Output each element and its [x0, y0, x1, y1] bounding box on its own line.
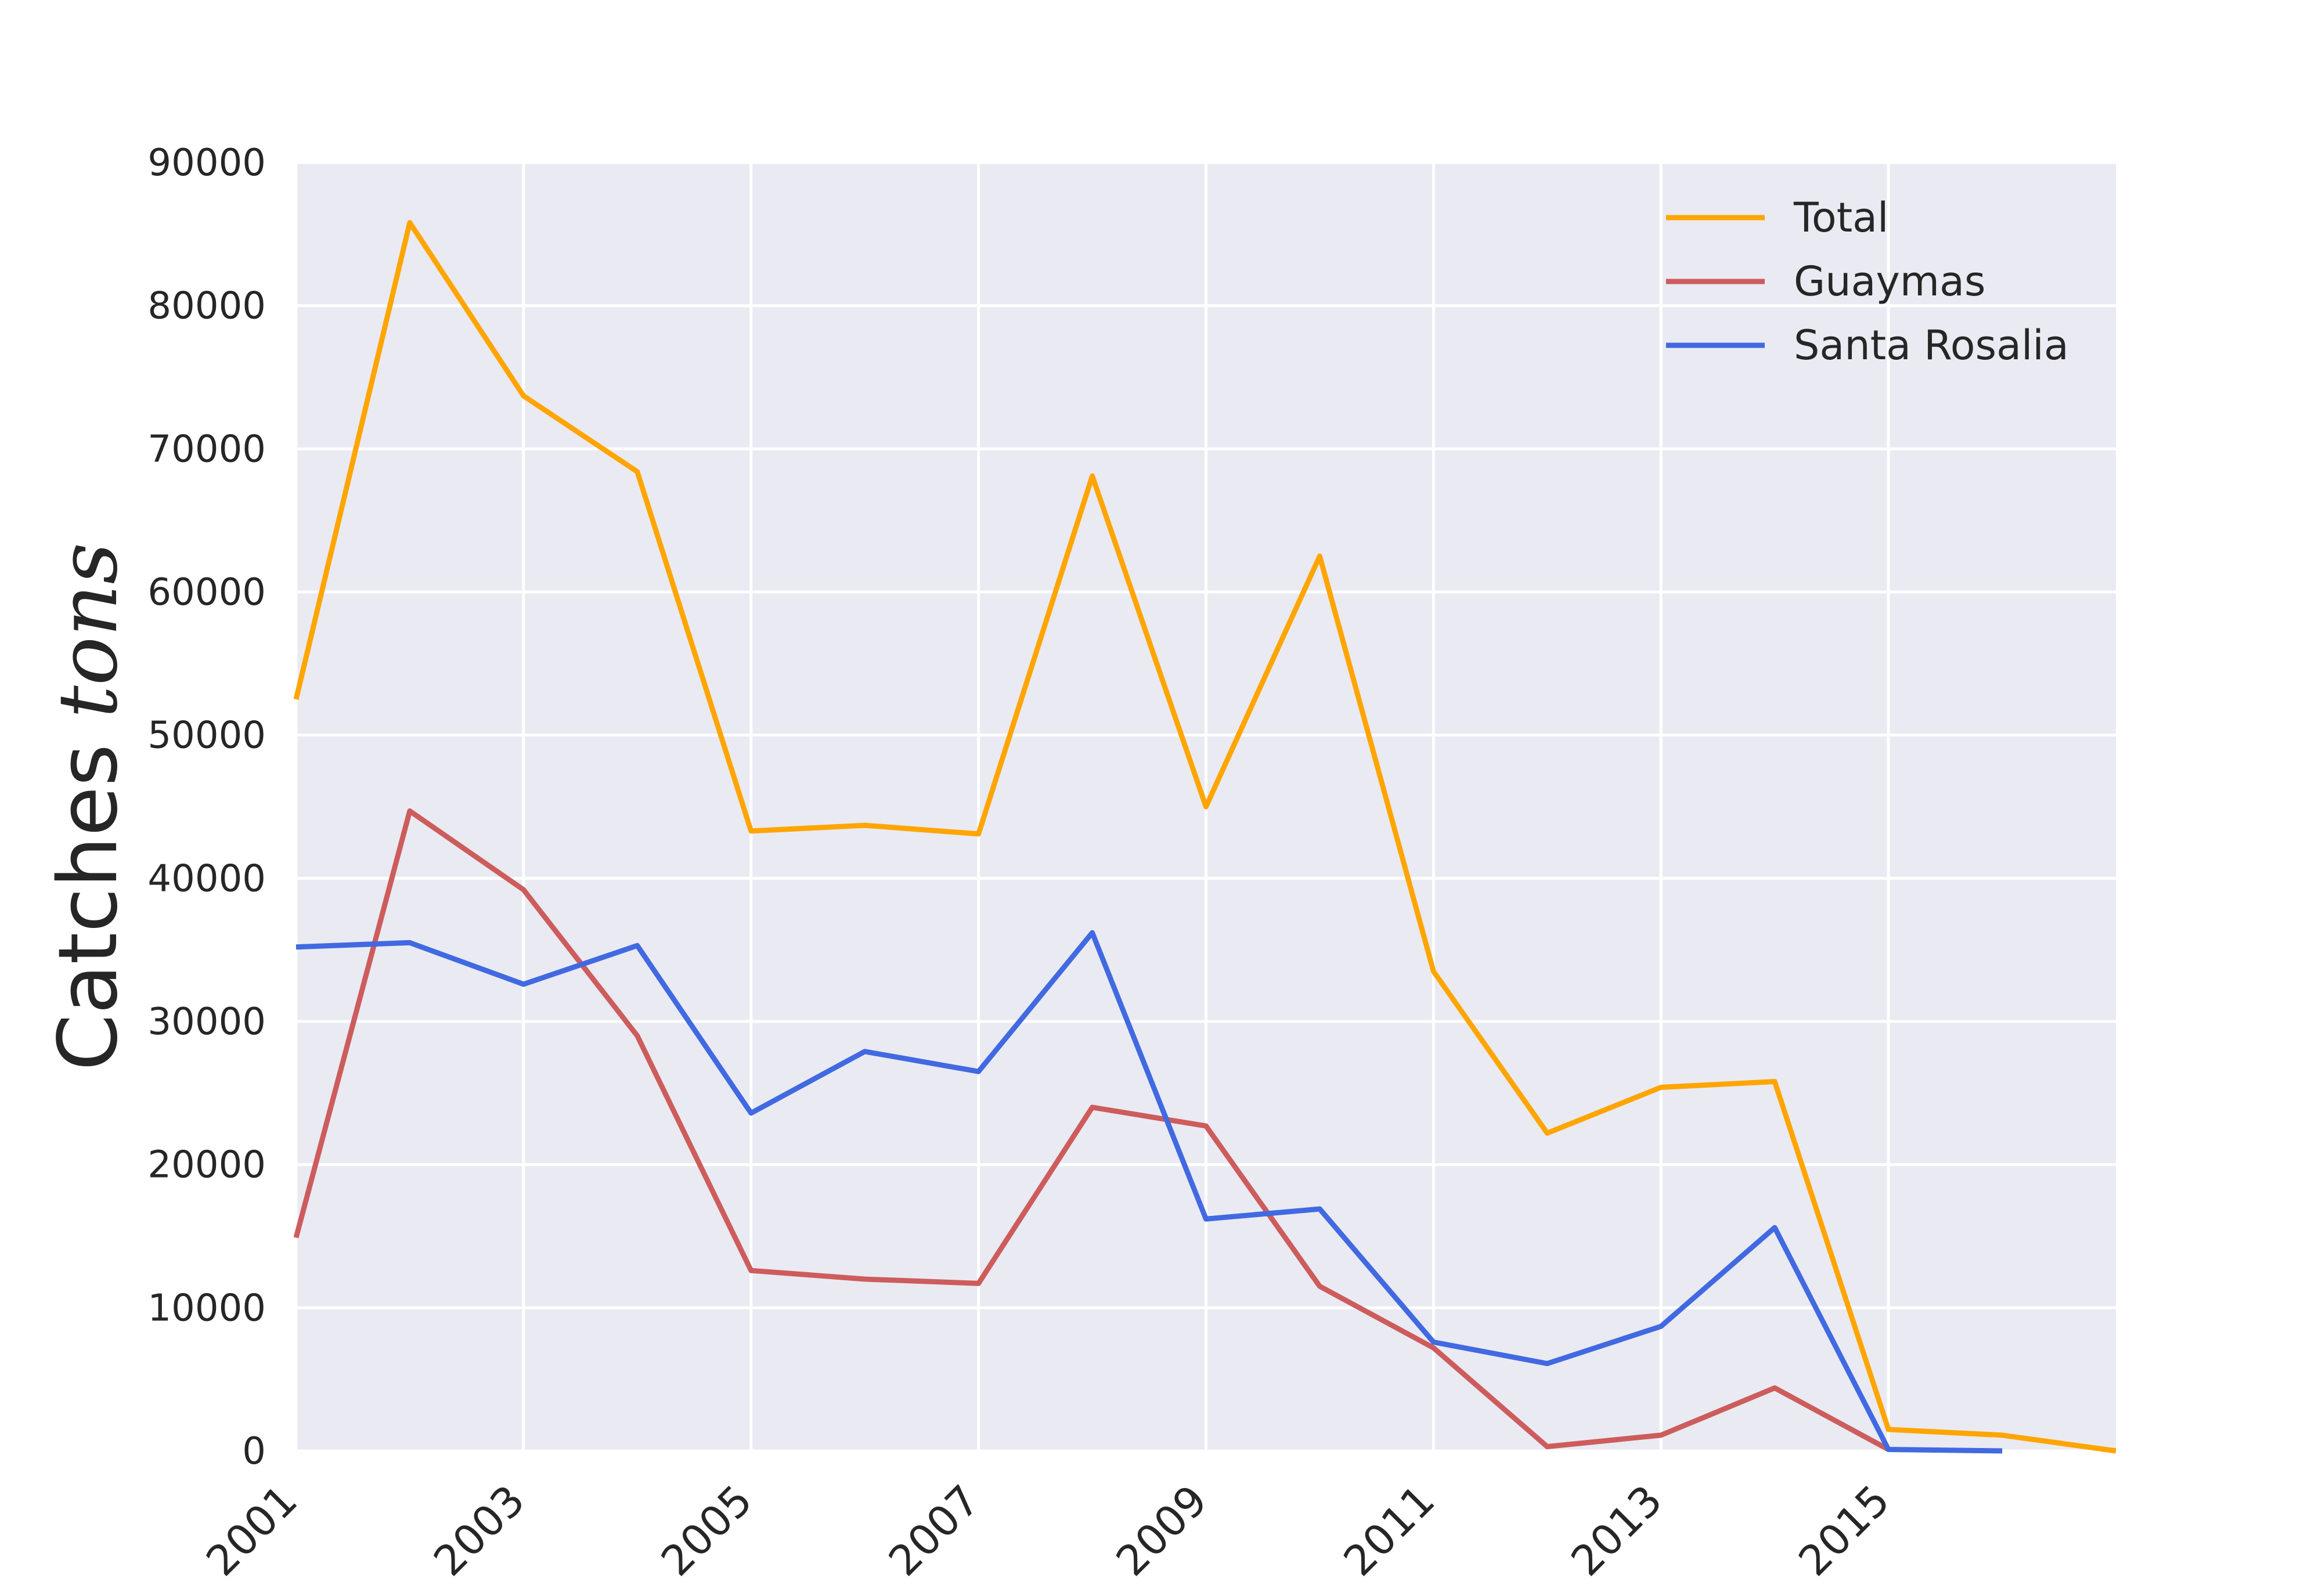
y-tick-label-30000: 30000 [147, 1001, 266, 1043]
y-tick-label-80000: 80000 [147, 285, 266, 328]
y-tick-label-70000: 70000 [147, 428, 266, 471]
x-tick-label-2015: 2015 [1789, 1476, 1899, 1586]
y-tick-label-40000: 40000 [147, 857, 266, 900]
series-line-guaymas [293, 808, 1890, 1452]
legend-label-total: Total [1793, 194, 1888, 241]
series-line-total [293, 220, 2117, 1454]
y-tick-label-20000: 20000 [147, 1144, 266, 1187]
x-tick-label-2007: 2007 [879, 1476, 989, 1586]
y-axis-label-unit: tons [41, 543, 136, 718]
x-tick-label-2009: 2009 [1107, 1476, 1217, 1586]
legend: Total Guaymas Santa Rosalia [1666, 194, 2069, 369]
x-tick-label-2005: 2005 [652, 1476, 762, 1586]
y-tick-labels: 0 10000 20000 30000 40000 50000 60000 70000 8000… [147, 142, 266, 1473]
x-tick-label-2013: 2013 [1562, 1476, 1671, 1586]
y-tick-label-60000: 60000 [147, 571, 266, 614]
series-line-santa-rosalia [295, 930, 2003, 1454]
x-tick-label-2001: 2001 [197, 1476, 307, 1586]
series [293, 220, 2117, 1454]
x-tick-label-2011: 2011 [1334, 1476, 1444, 1586]
y-axis-label: Catches tons [41, 543, 136, 1071]
y-tick-label-90000: 90000 [147, 142, 266, 185]
y-tick-label-10000: 10000 [147, 1287, 266, 1330]
legend-label-guaymas: Guaymas [1794, 258, 1985, 305]
y-tick-label-0: 0 [242, 1430, 266, 1473]
legend-label-santa-rosalia: Santa Rosalia [1794, 322, 2069, 369]
y-axis-label-text: Catches [41, 718, 136, 1071]
x-tick-labels: 2001 2003 2005 2007 2009 2011 2013 2015 [197, 1476, 1899, 1586]
y-tick-label-50000: 50000 [147, 714, 266, 757]
x-tick-label-2003: 2003 [424, 1476, 534, 1586]
